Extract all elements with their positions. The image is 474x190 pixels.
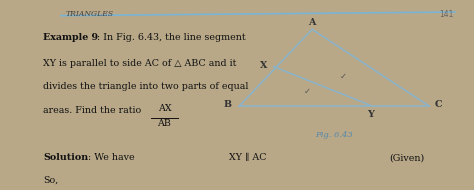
Text: ✓: ✓ [339,72,346,81]
Text: ✓: ✓ [304,87,311,96]
Text: divides the triangle into two parts of equal: divides the triangle into two parts of e… [43,82,249,91]
Text: : In Fig. 6.43, the line segment: : In Fig. 6.43, the line segment [94,33,246,42]
Text: So,: So, [43,175,58,184]
Text: (Given): (Given) [389,153,425,162]
Text: XY ∥ AC: XY ∥ AC [229,153,267,162]
Text: TRIANGLES: TRIANGLES [65,10,113,18]
Text: Y: Y [367,110,374,119]
Text: AX: AX [158,104,171,113]
Text: Example 9: Example 9 [43,33,98,42]
Text: X: X [260,61,267,70]
Text: XY is parallel to side AC of △ ABC and it: XY is parallel to side AC of △ ABC and i… [43,59,237,67]
Text: A: A [309,18,316,27]
Text: Solution: Solution [43,153,88,162]
Text: C: C [434,100,442,109]
Text: areas. Find the ratio: areas. Find the ratio [43,106,141,115]
Text: 141: 141 [439,10,453,19]
Text: AB: AB [157,119,172,128]
Text: : We have: : We have [85,153,135,162]
Text: Fig. 6.43: Fig. 6.43 [315,131,353,139]
Text: B: B [223,100,231,109]
